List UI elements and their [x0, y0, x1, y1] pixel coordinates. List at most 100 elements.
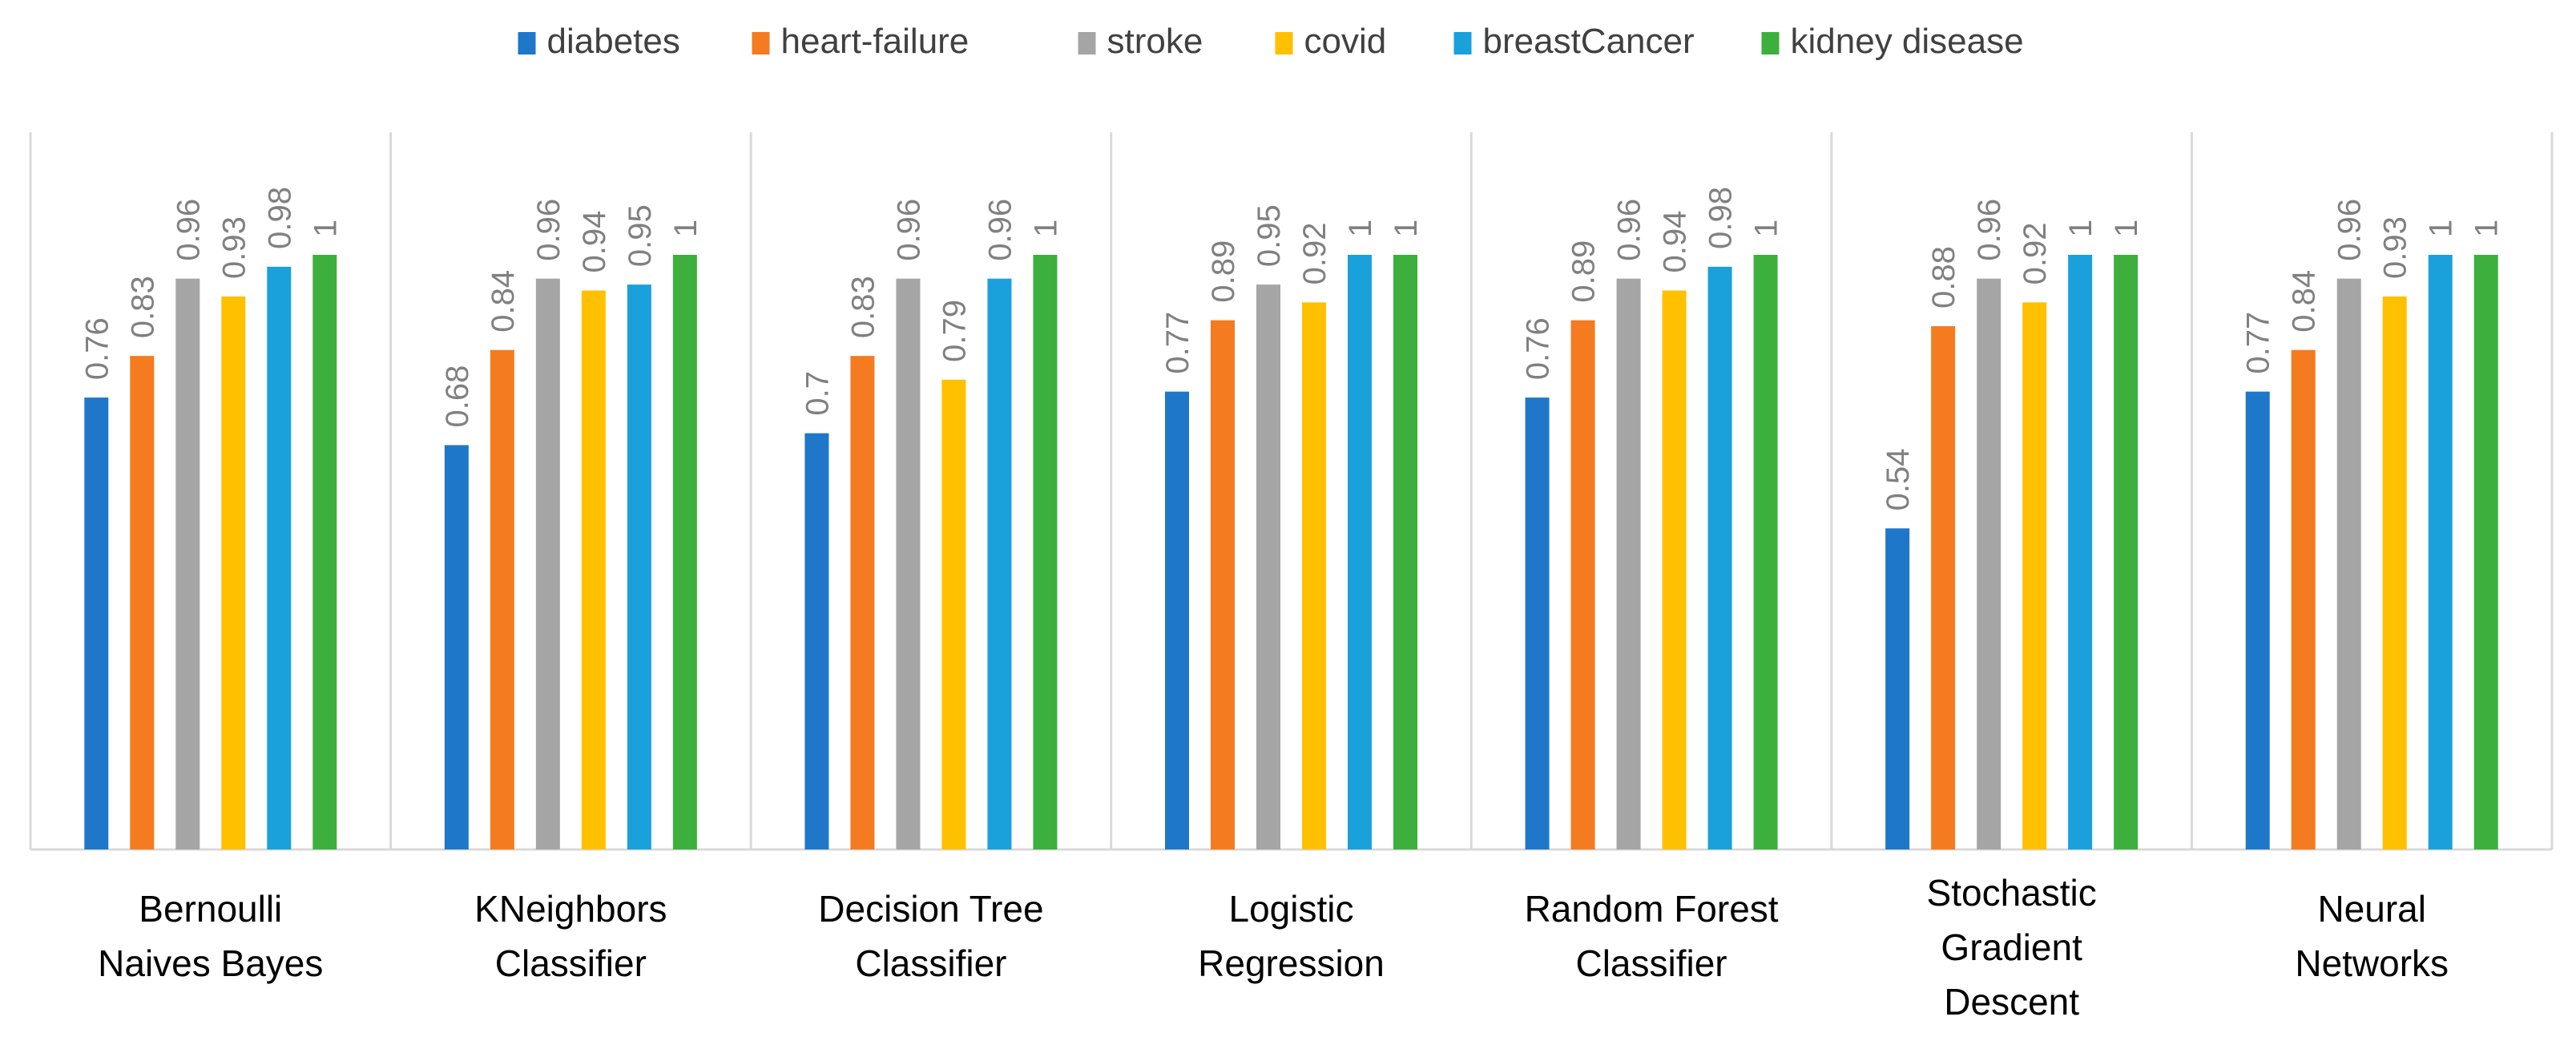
value-label: 0.77: [1160, 312, 1195, 374]
value-label: 1: [1749, 220, 1784, 237]
bar-breastcancer-stochastic-gradient-descent: [2068, 255, 2093, 849]
legend-label: kidney disease: [1791, 22, 2024, 61]
value-label: 0.84: [2287, 270, 2322, 333]
bar-diabetes-logistic-regression: [1165, 391, 1189, 849]
bar-breastcancer-bernoulli-naives-bayes: [267, 266, 292, 850]
category-label-logistic-regression: Logistic Regression: [1198, 888, 1385, 984]
bar-breastcancer-kneighbors-classifier: [627, 284, 651, 850]
bar-heart-failure-decision-tree-classifier: [850, 356, 875, 849]
plot-frame: [29, 132, 2554, 851]
value-labels: 0.76 0.83 0.96 0.93 0.98 1 0.68 0.84 0.96 0.94 0.9…: [79, 187, 2504, 510]
value-label: 0.98: [262, 187, 297, 249]
bar-stroke-bernoulli-naives-bayes: [175, 278, 200, 849]
bar-diabetes-neural-networks: [2245, 391, 2270, 849]
value-label: 0.96: [1612, 199, 1647, 261]
bars: [84, 255, 2498, 850]
value-label: 0.95: [623, 204, 658, 267]
value-label: 0.92: [1297, 223, 1332, 285]
legend-swatch: [1761, 32, 1780, 54]
bar-covid-logistic-regression: [1302, 302, 1326, 849]
bar-stroke-logistic-regression: [1256, 284, 1280, 850]
bar-kidney-disease-decision-tree-classifier: [1033, 255, 1058, 849]
bar-diabetes-stochastic-gradient-descent: [1885, 528, 1910, 849]
bar-stroke-neural-networks: [2336, 278, 2361, 849]
legend-label: heart-failure: [781, 22, 970, 61]
bar-breastcancer-decision-tree-classifier: [987, 278, 1012, 849]
bar-kidney-disease-logistic-regression: [1393, 255, 1417, 849]
value-label: 0.94: [1658, 211, 1693, 273]
legend-item-kidney-disease: kidney disease: [1761, 22, 2024, 61]
category-label-random-forest-classifier: Random Forest Classifier: [1525, 888, 1779, 984]
value-label: 0.94: [577, 211, 612, 273]
value-label: 0.54: [1881, 448, 1916, 510]
bar-covid-neural-networks: [2382, 296, 2407, 849]
bar-kidney-disease-kneighbors-classifier: [672, 255, 697, 849]
value-label: 0.95: [1252, 204, 1287, 267]
value-label: 0.83: [845, 276, 881, 338]
bar-covid-bernoulli-naives-bayes: [221, 296, 246, 849]
bar-heart-failure-neural-networks: [2291, 349, 2316, 850]
legend-swatch: [1078, 32, 1096, 54]
value-label: 1: [2109, 220, 2144, 237]
value-label: 0.89: [1206, 240, 1241, 303]
bar-kidney-disease-random-forest-classifier: [1753, 255, 1778, 849]
legend-item-breastcancer: breastCancer: [1453, 22, 1695, 61]
bar-heart-failure-kneighbors-classifier: [490, 349, 514, 850]
legend-swatch: [752, 32, 770, 54]
legend-swatch: [518, 32, 536, 54]
value-label: 0.98: [1703, 187, 1739, 249]
value-label: 1: [668, 220, 703, 237]
value-label: 0.96: [531, 199, 566, 261]
bar-stroke-decision-tree-classifier: [896, 278, 921, 849]
bar-diabetes-decision-tree-classifier: [804, 433, 829, 849]
bar-kidney-disease-stochastic-gradient-descent: [2114, 255, 2139, 849]
value-label: 1: [1343, 220, 1378, 237]
bar-heart-failure-stochastic-gradient-descent: [1931, 326, 1956, 849]
bar-diabetes-bernoulli-naives-bayes: [84, 397, 109, 850]
value-label: 0.96: [2332, 199, 2368, 261]
category-label-kneighbors-classifier: KNeighbors Classifier: [474, 888, 667, 984]
value-label: 0.84: [486, 270, 521, 333]
value-label: 0.93: [216, 216, 252, 279]
value-label: 0.68: [440, 365, 475, 428]
value-label: 1: [1389, 220, 1424, 237]
value-label: 0.77: [2241, 312, 2276, 374]
bar-heart-failure-random-forest-classifier: [1570, 320, 1595, 849]
value-label: 0.76: [1521, 317, 1556, 380]
legend-swatch: [1453, 32, 1472, 54]
bar-kidney-disease-bernoulli-naives-bayes: [312, 255, 337, 849]
value-label: 0.96: [1972, 199, 2007, 261]
value-label: 1: [308, 220, 343, 237]
value-label: 0.93: [2378, 216, 2413, 279]
value-label: 0.79: [937, 300, 972, 362]
value-label: 0.96: [891, 199, 926, 261]
value-label: 0.88: [1926, 246, 1961, 309]
bar-covid-decision-tree-classifier: [941, 379, 966, 849]
bar-stroke-random-forest-classifier: [1616, 278, 1641, 849]
category-label-stochastic-gradient-descent: Stochastic Gradient Descent: [1927, 872, 2097, 1023]
category-labels: Bernoulli Naives Bayes KNeighbors Classifie…: [98, 872, 2449, 1023]
value-label: 0.96: [982, 199, 1018, 261]
bar-diabetes-random-forest-classifier: [1525, 397, 1550, 850]
bar-covid-kneighbors-classifier: [581, 290, 606, 849]
legend-item-stroke: stroke: [1078, 22, 1203, 61]
legend-swatch: [1275, 32, 1293, 54]
legend-label: diabetes: [547, 22, 680, 61]
bar-covid-random-forest-classifier: [1662, 290, 1687, 849]
value-label: 0.76: [79, 317, 115, 380]
value-label: 1: [1028, 220, 1063, 237]
legend-item-covid: covid: [1275, 22, 1386, 61]
legend: diabetes heart-failure stroke covid breastCa…: [518, 22, 2024, 61]
category-label-decision-tree-classifier: Decision Tree Classifier: [818, 888, 1043, 984]
bar-covid-stochastic-gradient-descent: [2022, 302, 2047, 849]
legend-label: stroke: [1107, 22, 1203, 61]
value-label: 0.92: [2018, 223, 2053, 285]
bar-breastcancer-logistic-regression: [1348, 255, 1372, 849]
bar-stroke-stochastic-gradient-descent: [1977, 278, 2002, 849]
bar-diabetes-kneighbors-classifier: [444, 445, 469, 849]
value-label: 1: [2063, 220, 2098, 237]
bar-stroke-kneighbors-classifier: [535, 278, 560, 849]
legend-label: breastCancer: [1483, 22, 1695, 61]
category-label-bernoulli-naives-bayes: Bernoulli Naives Bayes: [98, 888, 323, 984]
